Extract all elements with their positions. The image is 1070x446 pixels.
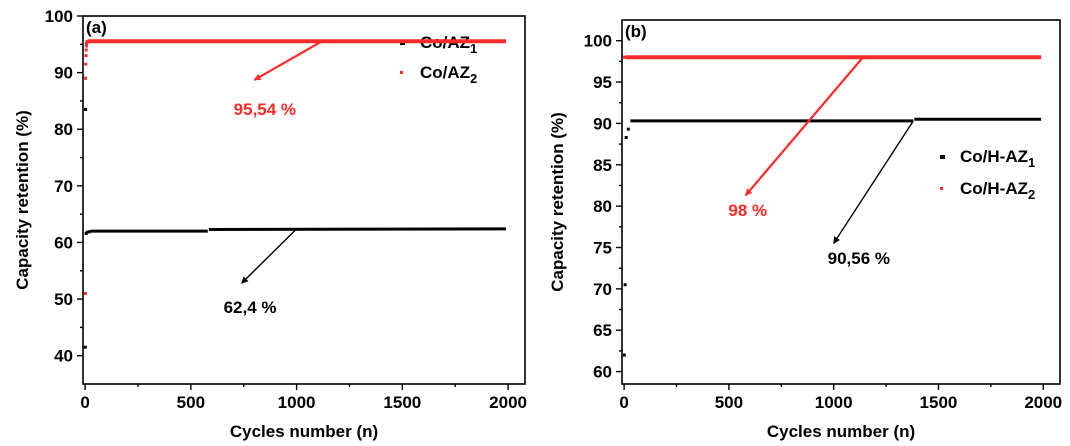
chart-a-x-tick-label: 1500	[383, 393, 421, 412]
chart-b-annotation-arrow-1	[744, 56, 864, 197]
chart-a-series-2-point	[85, 42, 89, 46]
chart-a-legend-subscript-1: 1	[470, 41, 477, 56]
chart-a-legend-label-2: Co/AZ2	[420, 63, 477, 86]
chart-a-panel-label: (a)	[86, 18, 107, 37]
chart-b-annotation-label-2: 90,56 %	[828, 249, 890, 268]
chart-b-x-tick-label: 0	[619, 393, 628, 412]
chart-a-y-tick-label: 50	[54, 290, 73, 309]
chart-a-series-1-point	[87, 230, 91, 234]
chart-a-series-1-point	[85, 230, 89, 234]
chart-a-annotation-label-1: 95,54 %	[234, 100, 296, 119]
chart-b-y-tick-label: 85	[593, 156, 612, 175]
chart-b-series-1-point	[623, 283, 627, 287]
chart-a-legend-label-1: Co/AZ1	[420, 33, 477, 56]
chart-b-plot-frame	[621, 19, 1061, 385]
chart-a-x-tick-label: 1000	[278, 393, 316, 412]
chart-b-x-tick-label: 1500	[920, 393, 958, 412]
chart-b-annotation-label-1: 98 %	[728, 201, 767, 220]
chart-b-legend-swatch-1	[940, 155, 945, 159]
chart-b-panel-label: (b)	[625, 22, 647, 41]
chart-b-x-tick-label: 500	[715, 393, 743, 412]
chart-b-y-tick-label: 80	[593, 197, 612, 216]
chart-a-legend-entry-1: Co/AZ1	[400, 33, 477, 56]
chart-b-series-2-point	[623, 55, 627, 59]
chart-b-y-tick-label: 65	[593, 321, 612, 340]
chart-a-x-axis-title: Cycles number (n)	[230, 422, 378, 441]
chart-a-annotation-arrow-1	[253, 40, 323, 81]
chart-b-series-1-point	[626, 127, 630, 131]
chart-a-x-tick-label: 500	[177, 393, 205, 412]
chart-a-series-2-point	[83, 291, 87, 295]
chart-b-legend-label-2: Co/H-AZ2	[960, 179, 1035, 202]
chart-a-series-2-point	[84, 76, 88, 80]
chart-b-x-tick-label: 1000	[815, 393, 853, 412]
chart-a-y-axis-title: Capacity retention (%)	[13, 110, 32, 289]
chart-b-series-1	[622, 117, 1042, 357]
chart-a-legend-entry-2: Co/AZ2	[400, 63, 477, 86]
chart-a-y-tick-label: 40	[54, 347, 73, 366]
chart-panel-a: 0 500 1000 1500 2000 40 50 60 70 80 90 100 Cycles nu…	[0, 0, 535, 441]
chart-a-y-tick-label: 90	[54, 64, 73, 83]
chart-a-x-tick-label: 2000	[489, 393, 527, 412]
chart-b-y-axis-title: Capacity retention (%)	[548, 112, 567, 291]
chart-b-y-tick-label: 60	[593, 363, 612, 382]
chart-b-legend-entry-2: Co/H-AZ2	[940, 179, 1035, 202]
chart-b-annotation-arrow-2	[833, 120, 914, 244]
chart-a-series-1	[83, 107, 506, 349]
chart-b-svg: 0 500 1000 1500 2000 60 65 70 75 80 85 90 95 100 Cycle…	[548, 19, 1062, 441]
chart-a-y-tick-label: 80	[54, 120, 73, 139]
chart-a-legend-subscript-2: 2	[470, 71, 477, 86]
chart-b-y-tick-label: 90	[593, 114, 612, 133]
chart-b-legend-subscript-1: 1	[1028, 155, 1035, 170]
chart-b-legend-swatch-2	[940, 187, 943, 190]
chart-a-x-tick-label: 0	[80, 393, 89, 412]
chart-a-series-2-point	[84, 62, 88, 66]
chart-b-y-tick-label: 70	[593, 280, 612, 299]
chart-a-series-2-point	[84, 54, 88, 58]
chart-panel-b: 0 500 1000 1500 2000 60 65 70 75 80 85 90 95 100 Cycle…	[535, 0, 1070, 441]
chart-a-series-2	[83, 39, 506, 295]
chart-a-series-2-point	[84, 44, 88, 48]
chart-b-series-1-point	[624, 135, 628, 139]
chart-a-y-tick-label: 70	[54, 177, 73, 196]
chart-b-series-2	[623, 55, 1042, 60]
chart-a-legend-swatch-2	[400, 71, 403, 74]
chart-a-series-1-point	[83, 345, 87, 349]
chart-a-annotation-label-2: 62,4 %	[224, 298, 277, 317]
chart-b-series-1-point	[622, 353, 626, 357]
chart-a-series-2-point	[84, 48, 88, 52]
chart-b-y-tick-label: 95	[593, 73, 612, 92]
chart-a-svg: 0 500 1000 1500 2000 40 50 60 70 80 90 100 Cycles nu…	[13, 7, 527, 441]
chart-a-series-2-point	[85, 39, 89, 43]
chart-b-x-axis-title: Cycles number (n)	[767, 422, 915, 441]
chart-b-y-tick-label: 100	[584, 32, 612, 51]
chart-b-legend-entry-1: Co/H-AZ1	[940, 147, 1035, 170]
chart-b-x-tick-label: 2000	[1024, 393, 1062, 412]
chart-b-y-tick-label: 75	[593, 239, 612, 258]
chart-a-y-tick-label: 100	[45, 7, 73, 26]
chart-a-series-1-trace	[208, 227, 506, 231]
chart-a-annotation-arrow-2	[241, 228, 298, 284]
chart-b-legend-label-1: Co/H-AZ1	[960, 147, 1035, 170]
chart-b-legend-subscript-2: 2	[1028, 187, 1035, 202]
chart-a-series-1-point	[84, 107, 88, 111]
chart-a-y-tick-label: 60	[54, 233, 73, 252]
chart-a-plot-frame	[82, 15, 526, 385]
